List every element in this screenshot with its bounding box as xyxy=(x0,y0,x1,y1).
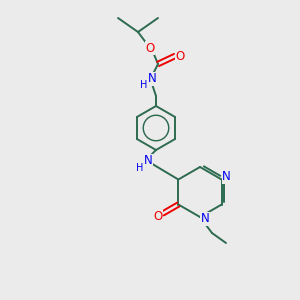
Text: O: O xyxy=(176,50,184,62)
Text: N: N xyxy=(222,170,231,183)
Text: O: O xyxy=(146,41,154,55)
Text: H: H xyxy=(140,80,148,90)
Text: N: N xyxy=(144,154,152,167)
Text: O: O xyxy=(153,210,162,223)
Text: H: H xyxy=(136,163,144,173)
Text: N: N xyxy=(148,73,156,85)
Text: N: N xyxy=(201,212,209,226)
